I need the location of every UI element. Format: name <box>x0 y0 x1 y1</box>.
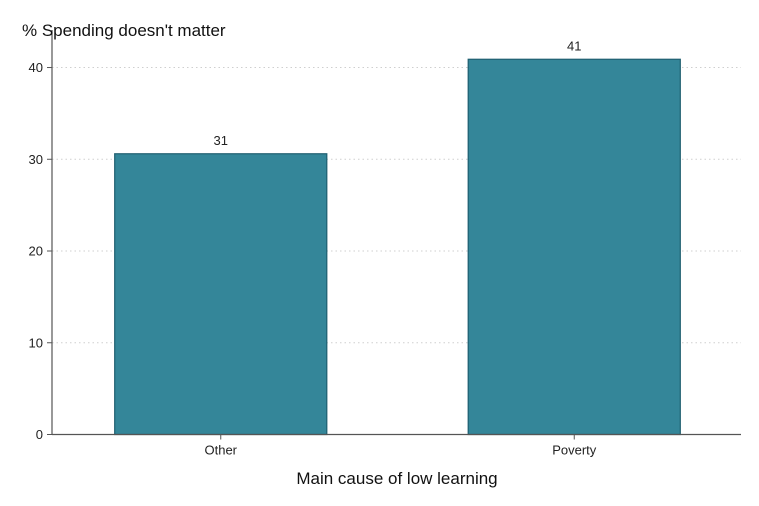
x-tick-label-other: Other <box>204 443 237 458</box>
y-axis-title: % Spending doesn't matter <box>22 21 226 40</box>
bar-other <box>114 153 328 436</box>
data-label-poverty: 41 <box>567 38 581 53</box>
bars <box>114 58 681 436</box>
bar-poverty <box>467 58 681 436</box>
y-tick-label-20: 20 <box>29 244 43 259</box>
x-tick-label-poverty: Poverty <box>552 443 597 458</box>
y-tick-label-40: 40 <box>29 60 43 75</box>
data-label-other: 31 <box>214 133 228 148</box>
y-tick-label-0: 0 <box>36 427 43 442</box>
y-tick-label-10: 10 <box>29 335 43 350</box>
x-axis-title: Main cause of low learning <box>296 469 497 488</box>
y-tick-label-30: 30 <box>29 152 43 167</box>
y-axis-ticks: 0 10 20 30 40 <box>29 60 52 442</box>
axes <box>51 30 741 436</box>
data-labels: 31 41 <box>214 38 582 147</box>
x-axis-ticks: Other Poverty <box>204 434 597 458</box>
